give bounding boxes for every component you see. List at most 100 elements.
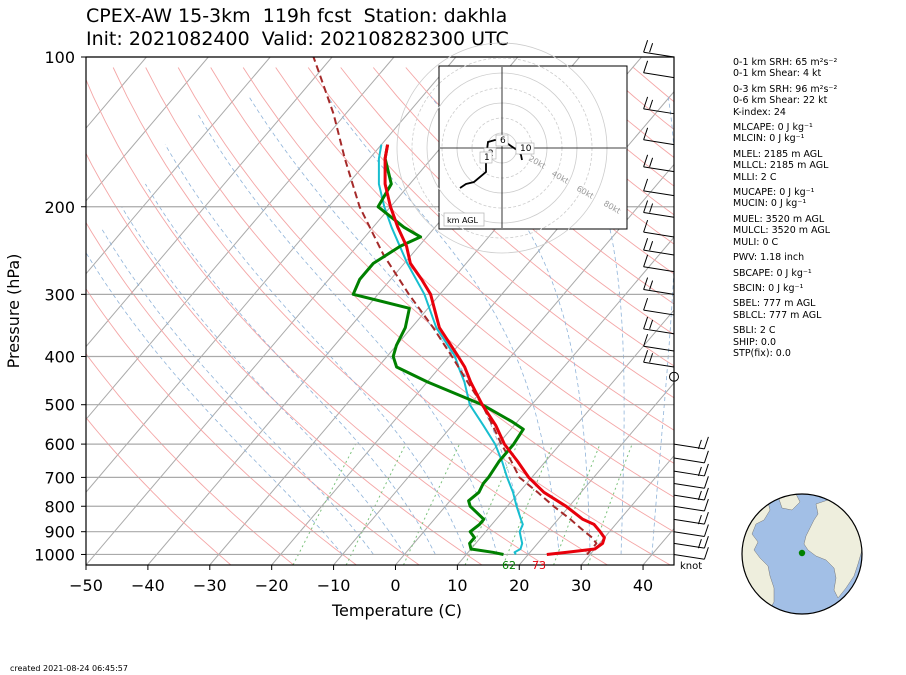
hodograph-inset: 20kt40kt60kt80kt62110 km AGL	[396, 42, 628, 254]
barb-flag	[649, 99, 654, 110]
isotherm	[518, 382, 674, 565]
sounding-indices-panel: 0-1 km SRH: 65 m²s⁻² 0-1 km Shear: 4 kt 0-…	[733, 57, 903, 359]
wind-barb	[643, 154, 675, 173]
x-tick-label: 30	[571, 576, 591, 595]
wind-barb	[673, 450, 709, 464]
index-item: 0-1 km SRH: 65 m²s⁻²	[733, 57, 838, 68]
wind-barb	[643, 219, 675, 238]
barb-flag	[703, 436, 709, 450]
index-item: MLLCL: 2185 m AGL	[733, 160, 829, 172]
wind-barb	[643, 96, 675, 115]
barb-staff	[643, 51, 675, 58]
x-axis-label: Temperature (C)	[331, 601, 462, 620]
y-tick-label: 500	[44, 396, 75, 415]
x-tick-label: 20	[509, 576, 529, 595]
barb-flag	[643, 154, 649, 167]
index-item: SBLI: 2 C	[733, 325, 776, 337]
moist-adiabat	[100, 227, 374, 555]
barb-staff	[643, 139, 675, 146]
wind-barb	[643, 316, 675, 335]
index-item: PWV: 1.18 inch	[733, 252, 805, 264]
y-tick-label: 700	[44, 468, 75, 487]
barb-flag	[649, 43, 654, 53]
wind-barb	[643, 178, 675, 197]
wetbulb-profile	[377, 144, 524, 555]
barb-flag	[649, 157, 654, 167]
surface-temperature-label: 73	[532, 559, 546, 572]
barb-staff	[673, 518, 705, 525]
dry-adiabat	[86, 352, 294, 565]
barb-staff	[643, 266, 675, 273]
barb-flag	[703, 524, 709, 537]
wind-barb	[673, 536, 709, 549]
index-item: MUCAPE: 0 J kg⁻¹	[733, 187, 815, 199]
dry-adiabat	[340, 67, 674, 367]
isotherm	[86, 57, 457, 493]
index-item: SHIP: 0.0	[733, 336, 777, 348]
hodograph-height-box	[515, 142, 535, 155]
chart-title-line-1: CPEX-AW 15-3km 119h fcst Station: dakhla	[86, 5, 508, 27]
barb-flag	[697, 439, 702, 450]
barb-flag	[643, 178, 649, 192]
wind-barb	[643, 254, 675, 273]
isotherm	[86, 57, 333, 348]
barb-flag	[643, 40, 649, 53]
dry-adiabat	[86, 221, 420, 565]
x-tick-label: 10	[447, 576, 467, 595]
x-tick-label: −50	[69, 576, 103, 595]
location-globe	[741, 493, 863, 615]
dry-adiabat	[86, 78, 545, 565]
wind-barb	[673, 476, 709, 489]
barb-flag	[643, 277, 649, 290]
barb-staff	[643, 361, 675, 368]
wind-unit-label: knot	[680, 561, 702, 572]
barb-flag	[703, 511, 709, 525]
station-marker	[798, 549, 806, 557]
x-tick-label: −40	[131, 576, 165, 595]
barb-staff	[643, 72, 675, 79]
barb-staff	[643, 309, 675, 316]
index-item: 0-6 km Shear: 22 kt	[733, 95, 828, 107]
wind-barb	[673, 524, 709, 537]
mixing-ratio-line	[292, 443, 357, 565]
dry-adiabat	[275, 67, 674, 431]
index-item: MLCIN: 0 J kg⁻¹	[733, 133, 805, 145]
dry-adiabat	[112, 67, 608, 565]
x-tick-label: 40	[633, 576, 653, 595]
wind-barb	[643, 277, 675, 295]
wind-barb	[673, 511, 709, 525]
mixing-ratio-line	[502, 443, 554, 565]
barb-flag	[697, 514, 702, 525]
barb-flag	[703, 463, 709, 477]
hodograph-legend-box	[443, 212, 485, 227]
y-tick-label: 100	[44, 48, 75, 67]
moist-adiabat	[86, 251, 343, 555]
wind-barb	[643, 238, 675, 256]
index-item: SBCAPE: 0 J kg⁻¹	[733, 267, 812, 279]
temperature-profile	[383, 144, 606, 556]
y-tick-label: 800	[44, 497, 75, 516]
barb-flag	[643, 350, 649, 363]
mixing-ratio-line	[345, 443, 407, 565]
wind-barb	[643, 60, 675, 79]
dry-adiabat	[86, 288, 357, 565]
moist-adiabat	[145, 183, 436, 555]
barb-flag	[703, 476, 709, 489]
dry-adiabat	[372, 67, 674, 336]
barb-staff	[673, 470, 705, 477]
hodograph-height-box	[479, 151, 493, 164]
wind-barb	[643, 200, 675, 218]
wind-barb	[673, 436, 709, 450]
hodograph-height-label: 6	[500, 136, 506, 146]
barb-staff	[643, 231, 675, 238]
dry-adiabat	[405, 67, 674, 305]
moist-adiabat	[197, 113, 498, 555]
y-tick-label: 1000	[34, 545, 75, 564]
barb-flag	[649, 241, 654, 251]
barb-staff	[643, 289, 675, 295]
y-tick-label: 200	[44, 198, 75, 217]
barb-staff	[643, 190, 675, 197]
wind-barb	[673, 498, 709, 512]
barb-staff	[643, 166, 675, 173]
